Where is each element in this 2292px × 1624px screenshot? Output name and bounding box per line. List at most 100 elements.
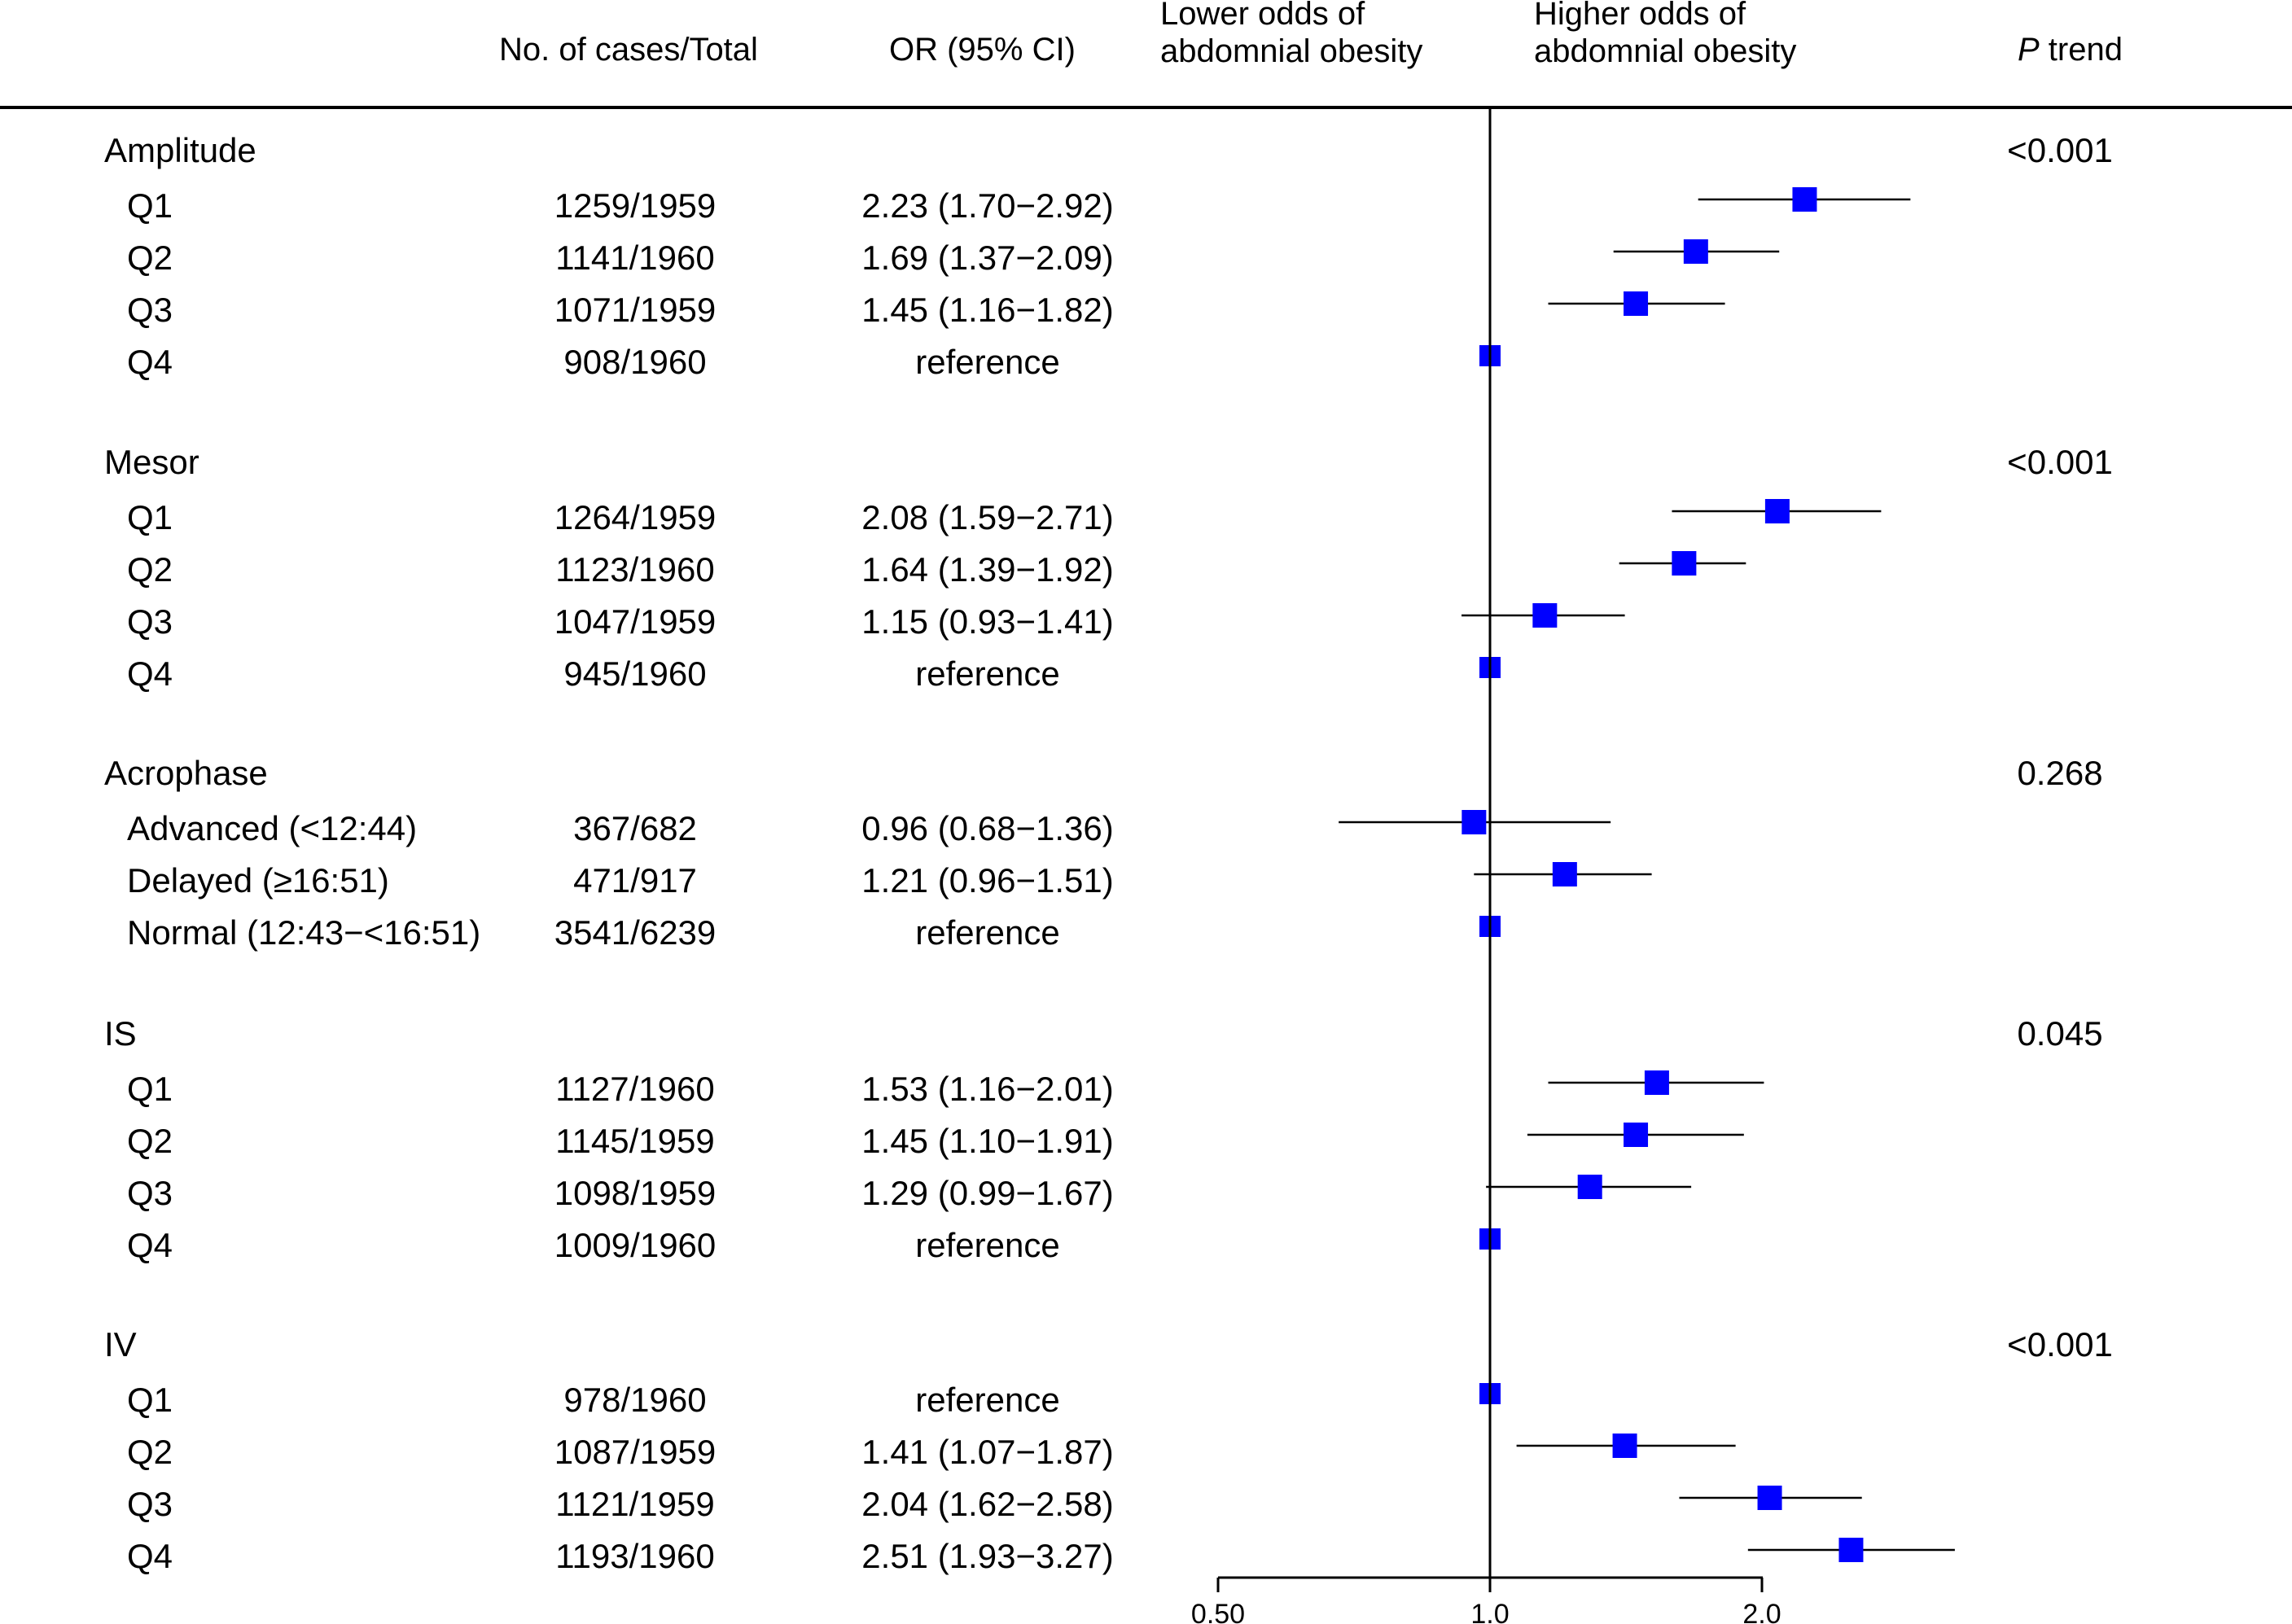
row-label: Normal (12:43−<16:51) xyxy=(127,913,481,952)
p-trend-value-text: 0.268 xyxy=(2017,754,2103,792)
odds-ratio-ci-text: 1.15 (0.93−1.41) xyxy=(861,602,1114,641)
table-row: Q1 1264/1959 2.08 (1.59−2.71) xyxy=(0,493,2292,542)
row-label: Q1 xyxy=(127,498,173,536)
header-higher-line1: Higher odds of xyxy=(1534,0,1746,32)
table-row: Q1 1259/1959 2.23 (1.70−2.92) xyxy=(0,182,2292,230)
odds-ratio-ci-text: 1.53 (1.16−2.01) xyxy=(861,1070,1114,1108)
x-tick-label: 2.0 xyxy=(1742,1599,1781,1624)
table-row: Q2 1087/1959 1.41 (1.07−1.87) xyxy=(0,1428,2292,1477)
row-label: Q1 xyxy=(127,186,173,225)
odds-ratio-ci-text: 1.41 (1.07−1.87) xyxy=(861,1433,1114,1471)
header-cases: No. of cases/Total xyxy=(499,32,758,68)
header-lower-line1: Lower odds of xyxy=(1160,0,1365,32)
odds-ratio-ci-text: 1.29 (0.99−1.67) xyxy=(861,1174,1114,1212)
cases-total-text: 945/1960 xyxy=(563,654,707,693)
odds-ratio-ci-text: reference xyxy=(915,343,1060,381)
p-trend-value-text: 0.045 xyxy=(2017,1014,2103,1053)
or-marker xyxy=(1764,499,1790,523)
group-label: Mesor xyxy=(104,443,199,481)
table-row: Q4 1009/1960 reference xyxy=(0,1221,2292,1270)
header-p-trend: P trend xyxy=(2018,31,2123,68)
table-row: Q3 1121/1959 2.04 (1.62−2.58) xyxy=(0,1480,2292,1529)
odds-ratio-ci-text: 0.96 (0.68−1.36) xyxy=(861,809,1114,847)
or-marker xyxy=(1462,810,1487,834)
table-row: Q1 978/1960 reference xyxy=(0,1376,2292,1425)
cases-total-text: 1121/1959 xyxy=(555,1485,715,1523)
header-lower-line2: abdomnial obesity xyxy=(1160,33,1423,69)
cases-total-text: 1098/1959 xyxy=(554,1174,717,1212)
or-marker xyxy=(1577,1175,1602,1199)
p-trend-value-text: <0.001 xyxy=(2007,1325,2113,1364)
group-label: Acrophase xyxy=(104,754,268,792)
table-row: Q1 1127/1960 1.53 (1.16−2.01) xyxy=(0,1065,2292,1114)
group-header-row: Amplitude <0.001 xyxy=(0,126,2292,175)
table-row: Q3 1071/1959 1.45 (1.16−1.82) xyxy=(0,286,2292,335)
row-label: Q2 xyxy=(127,550,173,589)
cases-total-text: 1141/1960 xyxy=(555,239,715,277)
cases-total-text: 908/1960 xyxy=(563,343,707,381)
header-higher-odds: Higher odds of abdomnial obesity xyxy=(1534,0,1796,70)
header-rule xyxy=(0,106,2292,109)
or-marker xyxy=(1792,187,1817,212)
row-label: Q1 xyxy=(127,1381,173,1419)
p-trend-value-text: <0.001 xyxy=(2007,443,2113,481)
or-marker xyxy=(1624,1123,1649,1147)
cases-total-text: 1259/1959 xyxy=(554,186,717,225)
group-label: Amplitude xyxy=(104,131,256,169)
or-marker xyxy=(1552,862,1577,886)
table-row: Advanced (<12:44) 367/682 0.96 (0.68−1.36) xyxy=(0,804,2292,853)
odds-ratio-ci-text: 1.21 (0.96−1.51) xyxy=(861,861,1114,900)
group-header-row: IS 0.045 xyxy=(0,1009,2292,1058)
or-marker xyxy=(1532,603,1558,628)
or-marker xyxy=(1683,239,1708,264)
or-marker xyxy=(1612,1434,1637,1458)
cases-total-text: 978/1960 xyxy=(563,1381,707,1419)
group-header-row: Acrophase 0.268 xyxy=(0,749,2292,798)
row-label: Q3 xyxy=(127,291,173,329)
x-tick-label: 1.0 xyxy=(1470,1599,1509,1624)
table-row: Q2 1145/1959 1.45 (1.10−1.91) xyxy=(0,1117,2292,1166)
table-row: Delayed (≥16:51) 471/917 1.21 (0.96−1.51) xyxy=(0,856,2292,905)
odds-ratio-ci-text: 1.45 (1.10−1.91) xyxy=(861,1122,1114,1160)
row-label: Q1 xyxy=(127,1070,173,1108)
odds-ratio-ci-text: 1.45 (1.16−1.82) xyxy=(861,291,1114,329)
row-label: Q2 xyxy=(127,1122,173,1160)
cases-total-text: 1127/1960 xyxy=(555,1070,715,1108)
odds-ratio-ci-text: reference xyxy=(915,913,1060,952)
table-row: Q4 908/1960 reference xyxy=(0,338,2292,387)
p-trend-value-text: <0.001 xyxy=(2007,131,2113,169)
or-marker xyxy=(1672,551,1697,576)
odds-ratio-ci-text: 2.04 (1.62−2.58) xyxy=(861,1485,1114,1523)
x-tick-label: 0.50 xyxy=(1191,1599,1245,1624)
group-header-row: IV <0.001 xyxy=(0,1320,2292,1369)
odds-ratio-ci-text: reference xyxy=(915,1226,1060,1264)
row-label: Q4 xyxy=(127,654,173,693)
row-label: Q3 xyxy=(127,1174,173,1212)
cases-total-text: 1071/1959 xyxy=(554,291,717,329)
row-label: Q4 xyxy=(127,1226,173,1264)
cases-total-text: 1264/1959 xyxy=(554,498,717,536)
cases-total-text: 367/682 xyxy=(573,809,697,847)
cases-total-text: 1193/1960 xyxy=(555,1537,715,1575)
group-label: IS xyxy=(104,1014,137,1053)
row-label: Q2 xyxy=(127,239,173,277)
cases-total-text: 1145/1959 xyxy=(555,1122,715,1160)
cases-total-text: 1009/1960 xyxy=(554,1226,717,1264)
row-label: Q4 xyxy=(127,343,173,381)
header-p-rest: trend xyxy=(2039,32,2123,68)
odds-ratio-ci-text: 1.64 (1.39−1.92) xyxy=(861,550,1114,589)
row-label: Q2 xyxy=(127,1433,173,1471)
or-marker xyxy=(1757,1486,1782,1510)
row-label: Q4 xyxy=(127,1537,173,1575)
cases-total-text: 1047/1959 xyxy=(554,602,717,641)
row-label: Q3 xyxy=(127,1485,173,1523)
table-row: Q2 1141/1960 1.69 (1.37−2.09) xyxy=(0,234,2292,282)
cases-total-text: 471/917 xyxy=(573,861,697,900)
header-higher-line2: abdomnial obesity xyxy=(1534,33,1797,69)
table-row: Q4 1193/1960 2.51 (1.93−3.27) xyxy=(0,1532,2292,1581)
header-or: OR (95% CI) xyxy=(889,32,1076,68)
cases-total-text: 1087/1959 xyxy=(554,1433,717,1471)
odds-ratio-ci-text: 2.51 (1.93−3.27) xyxy=(861,1537,1114,1575)
row-label: Delayed (≥16:51) xyxy=(127,861,389,900)
